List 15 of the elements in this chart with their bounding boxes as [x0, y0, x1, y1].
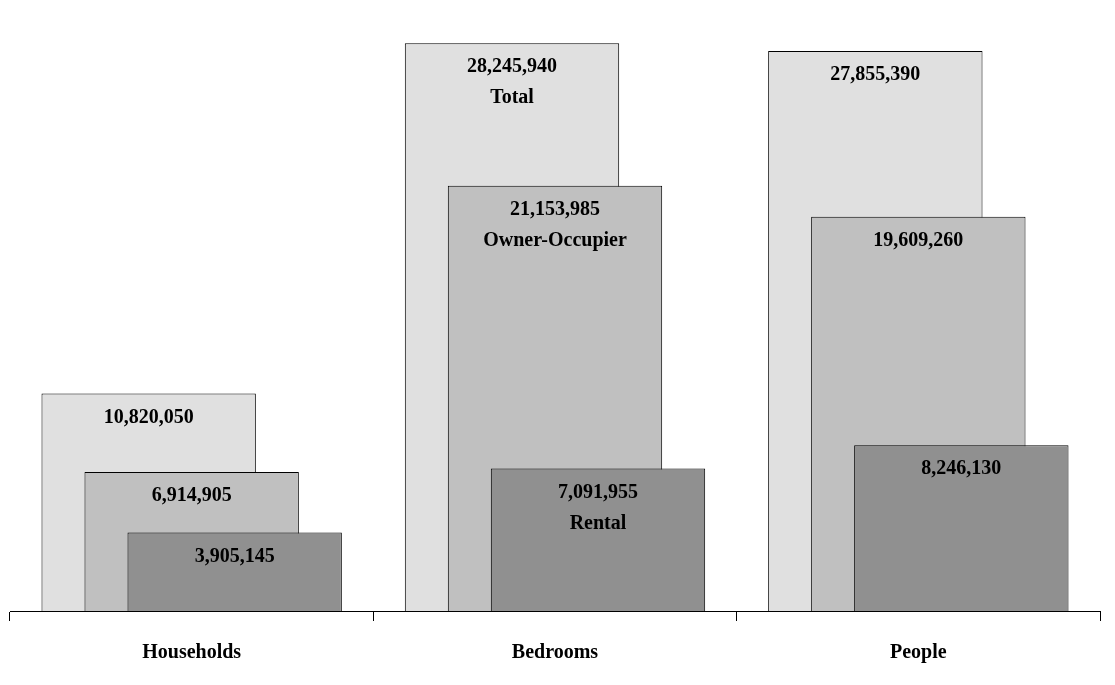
annotation: Total [490, 85, 535, 108]
x-tick-label: Households [142, 640, 242, 663]
x-tick-label: Bedrooms [511, 640, 599, 663]
data-label: 7,091,955 [558, 479, 638, 502]
data-label: 10,820,050 [103, 404, 194, 427]
data-label: 28,245,940 [467, 54, 557, 77]
annotation: Owner-Occupier [483, 227, 627, 251]
data-label: 8,246,130 [921, 456, 1002, 479]
data-label: 3,905,145 [194, 543, 275, 566]
data-label: 21,153,985 [510, 196, 600, 219]
data-label: 19,609,260 [873, 228, 964, 251]
data-label: 27,855,390 [830, 62, 921, 85]
x-tick-label: People [890, 640, 947, 664]
data-label: 6,914,905 [151, 483, 232, 506]
annotation: Rental [569, 510, 627, 533]
